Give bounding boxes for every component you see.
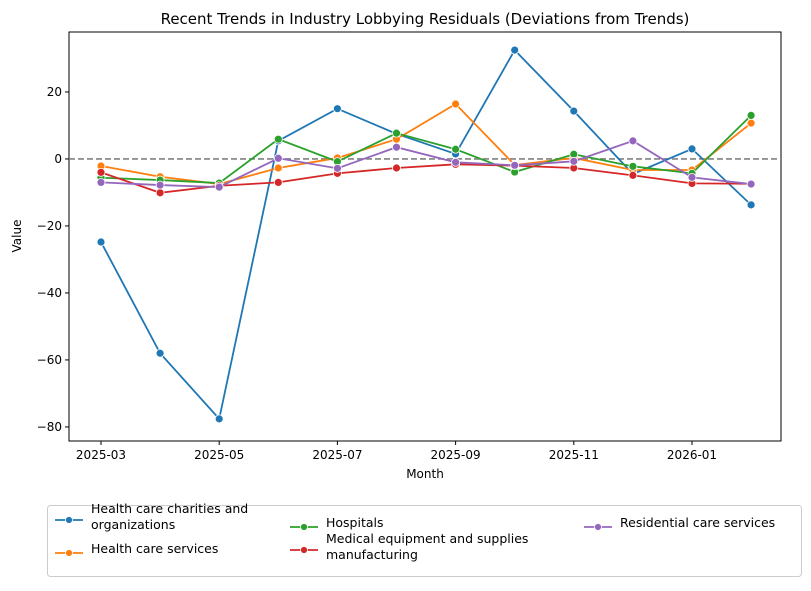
series-line bbox=[100, 48, 752, 421]
data-point bbox=[96, 178, 106, 187]
data-point bbox=[628, 161, 638, 171]
data-point bbox=[214, 414, 224, 424]
legend-label: Health care services bbox=[91, 541, 218, 556]
series-3 bbox=[96, 159, 756, 198]
x-tick-label: 2025-05 bbox=[194, 448, 244, 462]
legend-label: Medical equipment and supplies bbox=[326, 531, 528, 546]
data-point bbox=[392, 142, 401, 152]
legend-marker bbox=[300, 523, 308, 531]
data-point bbox=[687, 172, 697, 182]
data-point bbox=[746, 111, 756, 120]
legend-label: Residential care services bbox=[620, 515, 775, 530]
data-point bbox=[451, 99, 461, 109]
data-point bbox=[746, 179, 756, 189]
legend-label: manufacturing bbox=[326, 547, 418, 562]
data-point bbox=[510, 45, 520, 55]
data-point bbox=[214, 182, 224, 192]
y-tick-label: −80 bbox=[37, 420, 62, 434]
data-point bbox=[510, 160, 520, 170]
data-point bbox=[687, 144, 697, 154]
series-4 bbox=[96, 136, 756, 192]
x-tick-label: 2026-01 bbox=[667, 448, 717, 462]
data-point bbox=[628, 136, 638, 146]
legend-marker bbox=[594, 523, 602, 531]
x-tick-label: 2025-03 bbox=[76, 448, 126, 462]
legend-label: Hospitals bbox=[326, 515, 384, 530]
legend-marker bbox=[65, 516, 73, 524]
x-tick-label: 2025-11 bbox=[549, 448, 599, 462]
data-point bbox=[155, 180, 165, 190]
y-tick-label: −20 bbox=[37, 219, 62, 233]
legend-label: organizations bbox=[91, 517, 175, 532]
series-0 bbox=[96, 45, 756, 424]
y-tick-label: 0 bbox=[54, 152, 62, 166]
data-point bbox=[273, 134, 283, 144]
x-axis-label: Month bbox=[406, 467, 444, 481]
plot-frame bbox=[68, 31, 782, 442]
y-axis-label: Value bbox=[10, 220, 24, 253]
data-point bbox=[628, 170, 638, 180]
series-2 bbox=[96, 111, 756, 188]
data-point bbox=[569, 106, 579, 116]
data-point bbox=[273, 163, 283, 173]
x-tick-label: 2025-07 bbox=[312, 448, 362, 462]
plot-area: −80 −60 −40 −20 0 20 2025-03 2025-05 2025-07 2025… bbox=[37, 31, 782, 462]
y-tick-label: −60 bbox=[37, 353, 62, 367]
series-line bbox=[100, 139, 752, 188]
y-tick-label: 20 bbox=[47, 85, 62, 99]
data-point bbox=[392, 163, 401, 173]
legend-marker bbox=[65, 549, 73, 557]
data-point bbox=[96, 167, 106, 177]
data-point bbox=[273, 178, 283, 187]
legend-label: Health care charities and bbox=[91, 501, 248, 516]
data-point bbox=[273, 153, 283, 163]
chart-title: Recent Trends in Industry Lobbying Resid… bbox=[161, 10, 690, 28]
data-point bbox=[451, 157, 461, 167]
data-point bbox=[746, 118, 756, 128]
legend-box bbox=[47, 505, 802, 577]
legend-marker bbox=[300, 546, 308, 554]
series-line bbox=[100, 114, 752, 184]
data-point bbox=[569, 156, 579, 166]
data-point bbox=[392, 128, 401, 138]
data-point bbox=[96, 237, 106, 247]
data-point bbox=[155, 348, 165, 358]
data-point bbox=[155, 188, 165, 198]
x-tick-label: 2025-09 bbox=[431, 448, 481, 462]
data-point bbox=[746, 200, 756, 210]
data-point bbox=[332, 104, 342, 114]
y-tick-label: −40 bbox=[37, 286, 62, 300]
data-point bbox=[451, 144, 461, 154]
data-point bbox=[332, 163, 342, 173]
